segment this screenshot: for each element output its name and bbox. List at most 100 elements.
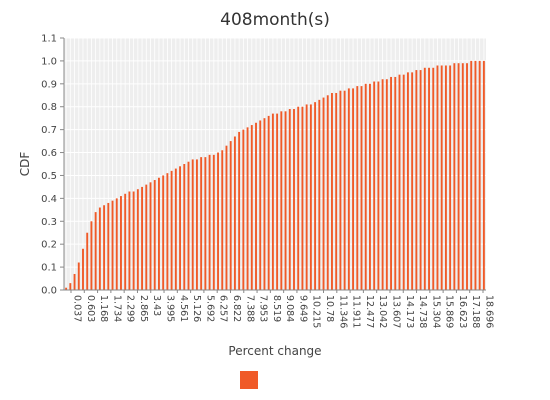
x-tick-label: 3.43 (151, 295, 162, 316)
cdf-bar (242, 129, 245, 290)
y-tick-label: 0.7 (41, 125, 57, 136)
x-tick-label: 13.607 (390, 295, 401, 328)
cdf-bar (271, 113, 274, 290)
x-tick-labels: 0.037 0.603 1.168 1.734 2.299 2.865 3.43 3.995 4… (72, 295, 495, 328)
cdf-bar (444, 65, 447, 290)
cdf-bar (343, 90, 346, 290)
cdf-bar (141, 186, 144, 290)
cdf-bar (149, 182, 152, 290)
cdf-bar (377, 81, 380, 290)
x-tick-label: 2.865 (138, 295, 149, 322)
cdf-bar (255, 122, 257, 290)
cdf-bar (309, 104, 312, 290)
cdf-bar (179, 166, 181, 290)
cdf-bar (339, 90, 342, 290)
cdf-bar (390, 76, 392, 290)
cdf-bar (208, 154, 211, 290)
cdf-bar (65, 287, 68, 290)
y-tick-labels: 0.0 0.1 0.2 0.3 0.4 0.5 0.6 0.7 0.8 0.9 1.0 1.1 (41, 34, 57, 297)
cdf-bar (170, 170, 173, 290)
cdf-bar (284, 111, 287, 291)
x-axis-label: Percent change (228, 344, 321, 358)
x-tick-label: 5.692 (204, 295, 215, 322)
x-tick-label: 9.649 (297, 295, 308, 322)
x-tick-label: 13.042 (377, 295, 388, 328)
cdf-bar (77, 262, 80, 290)
cdf-bar (120, 196, 122, 290)
bars (65, 60, 485, 291)
cdf-bar (402, 74, 405, 291)
cdf-bar (436, 65, 439, 290)
cdf-bar (301, 106, 304, 291)
cdf-bar (276, 113, 279, 290)
x-tick-label: 14.738 (417, 295, 428, 328)
cdf-bar (246, 127, 249, 290)
cdf-bar (267, 115, 270, 291)
x-tick-label: 15.869 (444, 295, 455, 328)
x-tick-label: 14.173 (404, 295, 415, 328)
cdf-bar (98, 207, 101, 290)
cdf-bar (449, 65, 452, 290)
x-tick-label: 10.78 (324, 295, 335, 322)
x-tick-label: 11.911 (351, 295, 362, 328)
cdf-bar (360, 86, 363, 290)
y-tick-label: 0.6 (41, 148, 57, 159)
cdf-bar (322, 97, 325, 291)
cdf-bar (331, 92, 333, 291)
cdf-bar (293, 109, 295, 290)
cdf-bar (103, 205, 106, 290)
x-tick-label: 2.299 (125, 295, 136, 322)
y-tick-label: 1.0 (41, 56, 57, 67)
x-tick-label: 16.623 (457, 295, 468, 328)
cdf-bar (128, 191, 131, 290)
plot-background (64, 38, 486, 290)
cdf-bar (82, 248, 84, 290)
cdf-bar (204, 157, 207, 290)
cdf-bar (174, 168, 177, 290)
cdf-bar (263, 118, 266, 290)
cdf-bar (158, 177, 160, 290)
cdf-bar (335, 92, 338, 291)
cdf-bar (94, 212, 97, 290)
y-tick-label: 0.0 (41, 286, 57, 297)
x-tick-label: 3.995 (165, 295, 176, 322)
cdf-bar (385, 79, 388, 291)
cdf-bar (347, 88, 350, 291)
cdf-bar (187, 161, 190, 290)
y-tick-label: 0.1 (41, 263, 57, 274)
cdf-bar (326, 95, 329, 290)
x-tick-label: 6.257 (218, 295, 229, 322)
x-tick-label: 15.304 (430, 295, 441, 328)
cdf-bar (238, 131, 241, 290)
cdf-bar (297, 106, 300, 291)
cdf-bar (394, 76, 397, 290)
cdf-bar (200, 157, 203, 290)
cdf-bar (470, 60, 473, 291)
x-tick-label: 0.037 (72, 295, 83, 322)
legend-swatch (240, 371, 258, 389)
y-tick-label: 0.4 (41, 194, 57, 205)
cdf-bar (111, 200, 114, 290)
cdf-bar (86, 232, 89, 290)
cdf-bar (415, 70, 418, 290)
cdf-bar (233, 136, 236, 290)
cdf-bar (466, 63, 468, 291)
cdf-bar (162, 175, 165, 290)
cdf-bar (166, 173, 169, 290)
cdf-bar (305, 104, 308, 290)
y-tick-label: 0.2 (41, 240, 57, 251)
cdf-bar (217, 152, 219, 290)
cdf-bar (457, 63, 460, 291)
cdf-bar (107, 202, 110, 290)
cdf-bar (73, 273, 76, 290)
cdf-bar (183, 164, 186, 290)
cdf-bar (132, 191, 135, 290)
cdf-bar (482, 60, 485, 291)
x-tick-label: 1.168 (98, 295, 109, 322)
y-tick-label: 0.9 (41, 79, 57, 90)
cdf-bar (153, 180, 156, 290)
cdf-bar (411, 72, 414, 290)
cdf-bar (221, 150, 224, 290)
cdf-bar (212, 154, 215, 290)
